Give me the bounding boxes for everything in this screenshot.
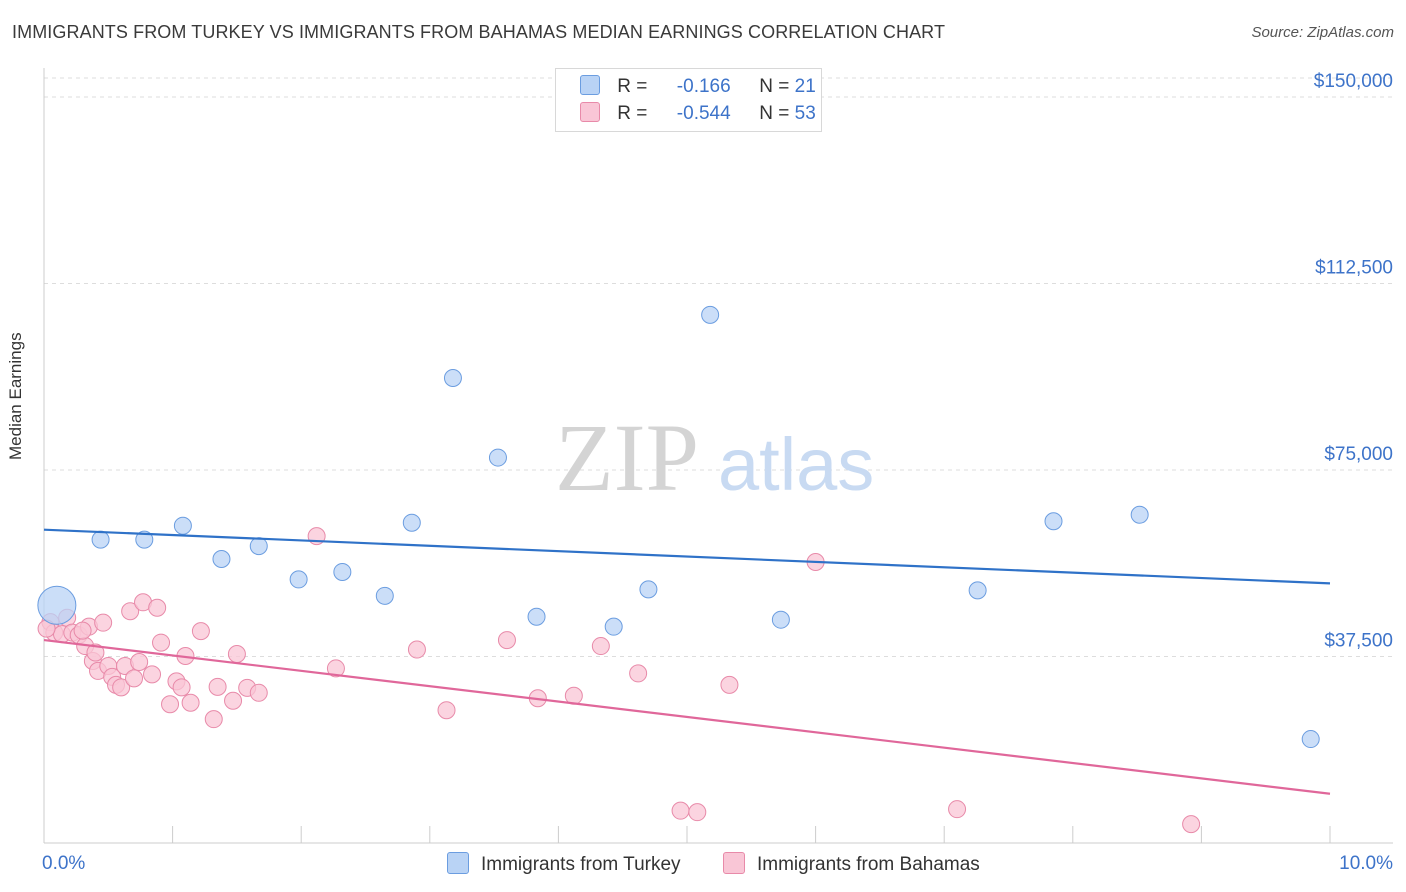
legend-row-turkey: R = -0.166 N = 21 [580,75,816,98]
trend-line-bahamas [43,638,1331,795]
point-bahamas [73,621,92,640]
watermark-atlas: atlas [718,423,874,506]
series-bahamas-points [37,527,1201,834]
source-label: Source: ZipAtlas.com [1251,24,1394,41]
point-turkey [212,550,231,569]
point-bahamas [671,801,690,820]
point-turkey [37,585,77,625]
point-turkey [488,448,507,467]
point-turkey [375,586,394,605]
point-bahamas [591,637,610,656]
point-bahamas [86,643,105,662]
point-turkey [135,530,154,549]
point-bahamas [1182,815,1201,834]
point-bahamas [191,622,210,641]
point-turkey [771,610,790,629]
series-turkey-points [37,305,1320,749]
legend-bahamas-n: 53 [794,103,816,124]
point-turkey [91,530,110,549]
point-turkey [1301,730,1320,749]
point-bahamas [407,640,426,659]
legend-swatch-bahamas [580,102,600,122]
point-bahamas [121,602,140,621]
bottom-legend-swatch-bahamas [723,852,745,874]
point-bahamas [688,803,707,822]
tick-labels: $37,500 $75,000 $112,500 $150,000 0.0% 10.0% [42,71,1393,874]
point-bahamas [629,664,648,683]
chart-title: IMMIGRANTS FROM TURKEY VS IMMIGRANTS FRO… [12,22,946,42]
point-turkey [333,562,352,581]
y-tick-label: $112,500 [1315,258,1393,279]
point-turkey [289,570,308,589]
x-tick-label-max: 10.0% [1339,853,1393,874]
point-turkey [443,368,462,387]
bottom-legend-label-bahamas: Immigrants from Bahamas [757,854,980,875]
bottom-legend-swatch-turkey [447,852,469,874]
point-bahamas [948,800,967,819]
grid [44,77,1393,657]
point-bahamas [227,645,246,664]
point-bahamas [112,678,131,697]
legend-turkey-r: -0.166 [676,76,731,97]
watermark-zip: ZIP [555,404,699,511]
point-bahamas [204,710,223,729]
point-bahamas [130,652,149,671]
point-turkey [402,513,421,532]
point-bahamas [94,613,113,632]
point-turkey [639,580,658,599]
point-turkey [604,617,623,636]
point-turkey [527,607,546,626]
point-bahamas [148,598,167,617]
legend-swatch-turkey [580,75,600,95]
point-bahamas [497,631,516,650]
x-tick-label-min: 0.0% [42,853,85,874]
trend-lines [43,528,1331,795]
point-bahamas [208,677,227,696]
y-tick-label: $150,000 [1314,71,1393,92]
y-tick-label: $75,000 [1324,444,1393,465]
point-bahamas [152,633,171,652]
point-turkey [249,537,268,556]
point-bahamas [125,669,144,688]
point-turkey [1130,505,1149,524]
legend-r-label: R = [617,103,648,124]
point-bahamas [326,659,345,678]
point-bahamas [143,665,162,684]
legend-n-label: N = [759,103,790,124]
point-bahamas [224,691,243,710]
legend-row-bahamas: R = -0.544 N = 53 [580,102,816,125]
point-bahamas [172,678,191,697]
point-turkey [968,581,987,600]
point-bahamas [181,693,200,712]
trend-line-turkey [43,528,1331,585]
y-tick-label: $37,500 [1324,631,1393,652]
point-bahamas [437,701,456,720]
point-turkey [1044,512,1063,531]
legend-n-label: N = [759,76,790,97]
correlation-legend: R = -0.166 N = 21 R = -0.544 N = 53 [555,68,822,132]
watermark: ZIP atlas [555,404,874,511]
axes [43,68,1393,844]
point-bahamas [161,695,180,714]
legend-turkey-n: 21 [794,76,816,97]
point-bahamas [720,675,739,694]
point-turkey [701,305,720,324]
bottom-legend-turkey: Immigrants from Turkey [447,852,681,876]
point-bahamas [249,683,268,702]
bottom-legend-label-turkey: Immigrants from Turkey [481,854,681,875]
point-turkey [173,516,192,535]
legend-r-label: R = [617,76,648,97]
bottom-legend-bahamas: Immigrants from Bahamas [723,852,980,876]
legend-bahamas-r: -0.544 [676,103,731,124]
